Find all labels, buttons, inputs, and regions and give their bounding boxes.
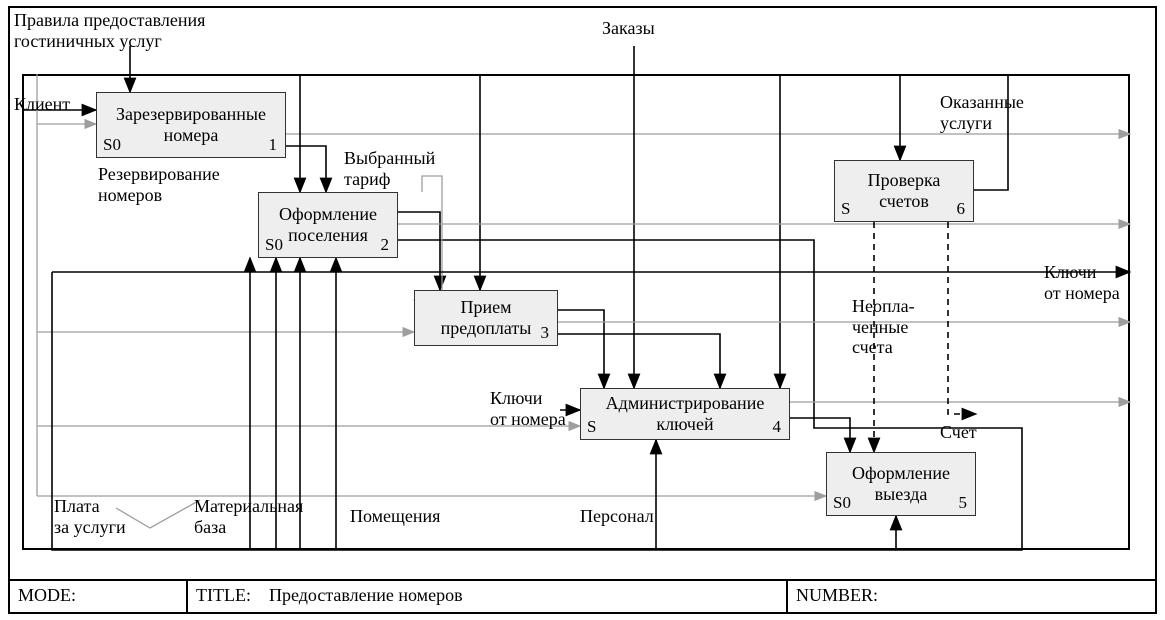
l-client: Клиент [14, 94, 70, 115]
l-rules: Правила предоставлениягостиничных услуг [14, 10, 205, 51]
node-b4: Администрированиеключей S 4 [580, 388, 790, 440]
node-s: S [587, 417, 596, 437]
node-number: 1 [269, 135, 278, 155]
l-staff: Персонал [580, 506, 654, 527]
node-number: 4 [773, 417, 782, 437]
node-title: Оформлениевыезда [852, 463, 950, 504]
node-title: Оформлениепоселения [279, 204, 377, 245]
edge-24 [948, 222, 976, 414]
node-s: S [841, 199, 850, 219]
edge-15 [414, 176, 442, 300]
l-keys-out: Ключиот номера [1044, 262, 1120, 303]
node-s: S0 [833, 493, 851, 513]
node-title: Проверкасчетов [868, 170, 941, 211]
l-orders: Заказы [602, 18, 655, 39]
node-number: 6 [957, 199, 966, 219]
edge-22 [790, 418, 850, 452]
edge-34 [116, 500, 200, 528]
node-b2: ОформлениепоселенияS0 2 [258, 192, 398, 258]
node-number: 5 [959, 493, 968, 513]
l-matbase: Материальнаябаза [194, 496, 303, 537]
edge-35 [558, 334, 720, 388]
l-keys-in: Ключиот номера [490, 388, 566, 429]
node-number: 3 [541, 323, 550, 343]
l-services: Оказанныеуслуги [940, 92, 1024, 133]
l-reserve: Резервированиеномеров [98, 164, 220, 205]
node-s: S0 [265, 235, 283, 255]
node-title: Администрированиеключей [606, 393, 765, 434]
edge-4 [286, 146, 326, 192]
node-title: Приемпредоплаты [441, 297, 532, 338]
node-b5: ОформлениевыездаS0 5 [826, 452, 976, 516]
l-unpaid: Неопла-ченныесчета [852, 296, 915, 358]
node-b1: ЗарезервированныеномераS0 1 [96, 92, 286, 158]
node-b6: Проверкасчетов S 6 [834, 160, 974, 222]
diagram-root: MODE:TITLE:Предоставление номеровNUMBER:… [0, 0, 1165, 620]
node-number: 2 [381, 235, 390, 255]
l-rooms: Помещения [350, 506, 440, 527]
l-fee: Платаза услуги [54, 496, 126, 537]
node-title: Зарезервированныеномера [116, 104, 266, 145]
node-s: S0 [103, 135, 121, 155]
node-b3: Приемпредоплаты 3 [414, 290, 558, 346]
l-tariff: Выбранныйтариф [344, 148, 435, 189]
l-bill: Счет [940, 422, 977, 443]
